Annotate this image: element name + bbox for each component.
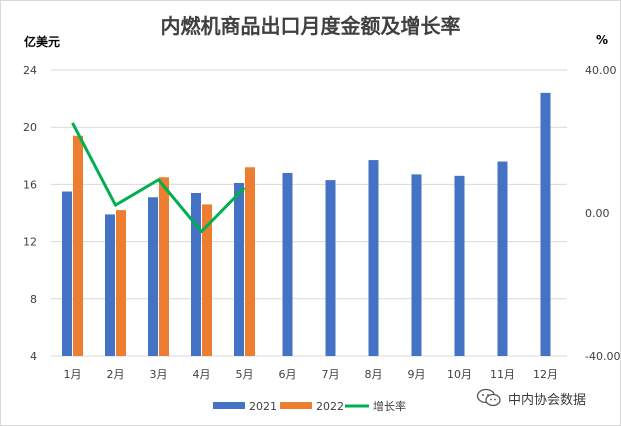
line-增长率 — [71, 122, 246, 234]
x-tick-label: 9月 — [408, 368, 426, 381]
x-tick-label: 5月 — [236, 368, 254, 381]
y-right-tick-label: 0.00 — [585, 207, 610, 220]
x-tick-label: 2月 — [107, 368, 125, 381]
y-left-tick-label: 24 — [23, 64, 37, 77]
y-left-tick-label: 20 — [23, 121, 37, 134]
legend-swatch-2022 — [280, 402, 312, 409]
bar-2021 — [411, 174, 422, 356]
y-left-tick-label: 4 — [30, 350, 37, 363]
legend-label: 2022 — [316, 400, 344, 413]
bar-2021 — [282, 172, 293, 356]
x-tick-label: 6月 — [279, 368, 297, 381]
x-tick-label: 12月 — [533, 368, 558, 381]
y-left-tick-label: 8 — [30, 293, 37, 306]
bar-2021 — [62, 191, 72, 356]
left-axis-unit: 亿美元 — [24, 35, 61, 49]
y-right-tick-label: -40.00 — [585, 350, 620, 363]
x-tick-label: 4月 — [193, 368, 211, 381]
bar-2021 — [105, 214, 115, 356]
legend-swatch-2021 — [213, 402, 245, 409]
x-tick-label: 11月 — [490, 368, 515, 381]
bar-2021 — [148, 197, 158, 356]
bar-2022 — [245, 167, 255, 356]
x-tick-label: 3月 — [150, 368, 168, 381]
bar-2022 — [202, 204, 212, 356]
x-tick-label: 10月 — [447, 368, 472, 381]
legend-label: 增长率 — [373, 399, 406, 413]
bar-2022 — [159, 177, 169, 356]
watermark: 中内协会数据 — [476, 388, 586, 408]
y-left-tick-label: 12 — [23, 236, 37, 249]
bar-2021 — [191, 192, 201, 356]
bar-2022 — [116, 210, 126, 356]
bar-2022 — [73, 135, 83, 356]
right-axis-unit: % — [596, 33, 609, 47]
bar-2021 — [368, 160, 379, 356]
wechat-icon — [476, 388, 501, 407]
bar-2021 — [325, 180, 336, 356]
x-tick-label: 1月 — [64, 368, 82, 381]
y-right-tick-label: 40.00 — [585, 64, 617, 77]
x-tick-label: 7月 — [322, 368, 340, 381]
bar-2021 — [234, 182, 244, 356]
legend-label: 2021 — [249, 400, 277, 413]
bar-2021 — [454, 175, 465, 356]
watermark-text: 中内协会数据 — [508, 392, 587, 408]
y-left-tick-label: 16 — [23, 178, 37, 191]
bar-2021 — [497, 161, 508, 356]
bar-2021 — [540, 92, 551, 356]
x-tick-label: 8月 — [365, 368, 383, 381]
chart-title: 内燃机商品出口月度金额及增长率 — [160, 14, 461, 38]
